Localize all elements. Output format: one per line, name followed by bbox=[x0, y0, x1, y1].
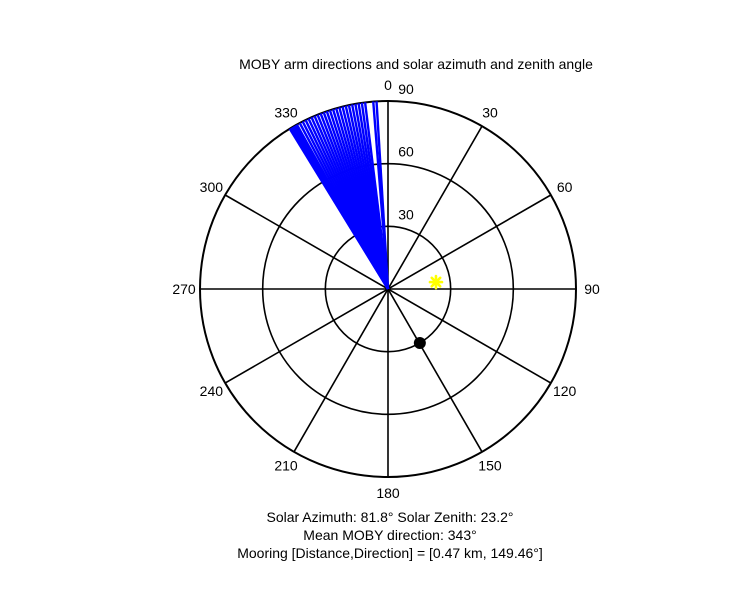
angle-tick-labels: 0 30 60 90 120 150 180 210 240 270 300 330 bbox=[172, 77, 600, 501]
angle-tick-label: 210 bbox=[274, 458, 298, 474]
angle-tick-label: 120 bbox=[553, 383, 577, 399]
radial-tick-labels: 30 60 90 bbox=[398, 81, 414, 222]
angle-tick-label: 180 bbox=[376, 485, 400, 501]
angle-tick-label: 270 bbox=[172, 281, 196, 297]
radial-tick-label: 30 bbox=[398, 206, 414, 222]
mooring-marker bbox=[413, 336, 426, 349]
markers bbox=[413, 274, 444, 349]
radial-tick-label: 90 bbox=[398, 81, 414, 97]
angle-tick-label: 150 bbox=[478, 458, 502, 474]
angle-tick-label: 240 bbox=[200, 383, 224, 399]
angle-tick-label: 300 bbox=[200, 179, 224, 195]
solar-angles-caption: Solar Azimuth: 81.8° Solar Zenith: 23.2° bbox=[266, 509, 514, 525]
mooring-caption: Mooring [Distance,Direction] = [0.47 km,… bbox=[237, 545, 543, 561]
angle-tick-label: 90 bbox=[584, 281, 600, 297]
chart-title: MOBY arm directions and solar azimuth an… bbox=[239, 56, 593, 72]
radial-tick-label: 60 bbox=[398, 144, 414, 160]
mean-moby-direction-caption: Mean MOBY direction: 343° bbox=[303, 527, 477, 543]
angle-tick-label: 60 bbox=[557, 179, 573, 195]
angle-tick-label: 30 bbox=[482, 104, 498, 120]
moby-arm-ray bbox=[363, 102, 390, 290]
angle-tick-label: 0 bbox=[384, 77, 392, 93]
moby-arm-directions bbox=[288, 101, 390, 290]
angle-tick-label: 330 bbox=[274, 104, 298, 120]
moby-arm-ray bbox=[375, 101, 390, 290]
sun-marker-stroke bbox=[430, 276, 442, 288]
sun-marker bbox=[428, 274, 444, 290]
